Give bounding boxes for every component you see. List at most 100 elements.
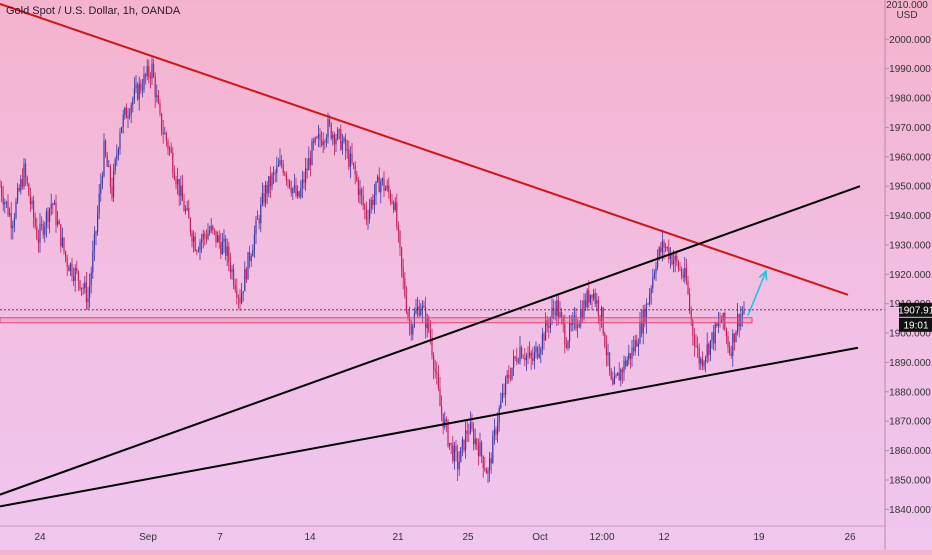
support-zone-box[interactable] <box>0 317 753 324</box>
candle-body <box>241 292 243 304</box>
candle-body <box>74 268 76 281</box>
candle-body <box>132 99 134 106</box>
candle-body <box>15 201 17 218</box>
candle-body <box>170 148 172 153</box>
candle-body <box>60 224 62 247</box>
candle-body <box>205 236 207 240</box>
candle-body <box>681 269 683 276</box>
candle-body <box>481 442 483 456</box>
candle-body <box>532 358 534 362</box>
candle-body <box>713 332 715 344</box>
trendline[interactable] <box>0 3 849 296</box>
candle-body <box>295 185 297 197</box>
candle-body <box>303 179 305 183</box>
candle-body <box>610 370 612 380</box>
candle-body <box>284 172 286 175</box>
candle-body <box>66 258 68 267</box>
candle-body <box>228 246 230 262</box>
candle-body <box>642 309 644 334</box>
support-zone-layer <box>0 317 753 324</box>
candle-body <box>178 179 180 197</box>
candle-body <box>103 140 105 176</box>
candle-body <box>597 300 599 316</box>
candle-body <box>698 347 700 364</box>
candle-body <box>253 233 255 251</box>
candle-body <box>213 229 215 231</box>
candle-body <box>633 347 635 352</box>
candle-body <box>599 315 601 322</box>
price-tick-label: 1940.000 <box>889 211 931 222</box>
candle-body <box>634 339 636 352</box>
candle-body <box>705 357 707 362</box>
candle-body <box>706 343 708 358</box>
candle-body <box>21 179 23 187</box>
candle-body <box>725 328 727 337</box>
candle-body <box>231 269 233 273</box>
candle-body <box>265 184 267 203</box>
candle-body <box>369 208 371 219</box>
candle-body <box>405 295 407 312</box>
candle-body <box>700 358 702 364</box>
candle-body <box>281 160 283 164</box>
candle-body <box>618 372 620 381</box>
candle-body <box>301 179 303 189</box>
candle-body <box>445 419 447 422</box>
candle-body <box>209 230 211 234</box>
candle-body <box>519 347 521 362</box>
candle-body <box>1 186 3 197</box>
candle-body <box>135 84 137 89</box>
candle-body <box>242 291 244 293</box>
trendline[interactable] <box>0 346 859 508</box>
candle-body <box>538 354 540 358</box>
candle-body <box>495 429 497 435</box>
candle-body <box>665 247 667 249</box>
candle-body <box>196 250 198 252</box>
candle-body <box>114 159 116 171</box>
candle-body <box>714 323 716 344</box>
bar-countdown-value: 19:01 <box>903 320 928 331</box>
candle-body <box>335 138 337 145</box>
projection-arrow-line[interactable] <box>747 271 767 316</box>
candle-body <box>461 439 463 448</box>
candle-body <box>276 166 278 174</box>
candle-body <box>402 267 404 279</box>
candle-body <box>649 294 651 304</box>
candle-body <box>553 307 555 310</box>
candle-body <box>727 336 729 348</box>
candle-body <box>530 352 532 359</box>
candle-body <box>234 284 236 291</box>
candle-body <box>377 176 379 182</box>
candle-body <box>522 357 524 359</box>
candle-body <box>25 163 27 178</box>
candle-body <box>613 376 615 385</box>
candle-body <box>615 375 617 377</box>
candle-body <box>333 134 335 145</box>
candle-body <box>513 356 515 368</box>
candle-body <box>484 468 486 470</box>
candle-body <box>201 239 203 243</box>
candle-body <box>354 165 356 175</box>
trendline[interactable] <box>0 185 861 496</box>
candle-body <box>556 300 558 316</box>
candle-body <box>724 313 726 329</box>
candle-body <box>612 379 614 385</box>
candle-body <box>569 322 571 342</box>
candle-body <box>465 430 467 451</box>
candle-body <box>37 238 39 243</box>
time-axis[interactable]: 24 Sep 7 14 21 25 Oct 12:00 12 19 26 <box>0 525 885 543</box>
candle-body <box>397 227 399 232</box>
candle-body <box>93 233 95 252</box>
candle-body <box>548 325 550 328</box>
candle-body <box>418 306 420 316</box>
candle-body <box>109 166 111 187</box>
candle-body <box>199 242 201 251</box>
candle-body <box>100 183 102 194</box>
candle-body <box>434 369 436 372</box>
candle-body <box>693 335 695 346</box>
candle-body <box>2 196 4 205</box>
candle-body <box>381 178 383 183</box>
candle-body <box>204 233 206 237</box>
candle-body <box>353 162 355 166</box>
